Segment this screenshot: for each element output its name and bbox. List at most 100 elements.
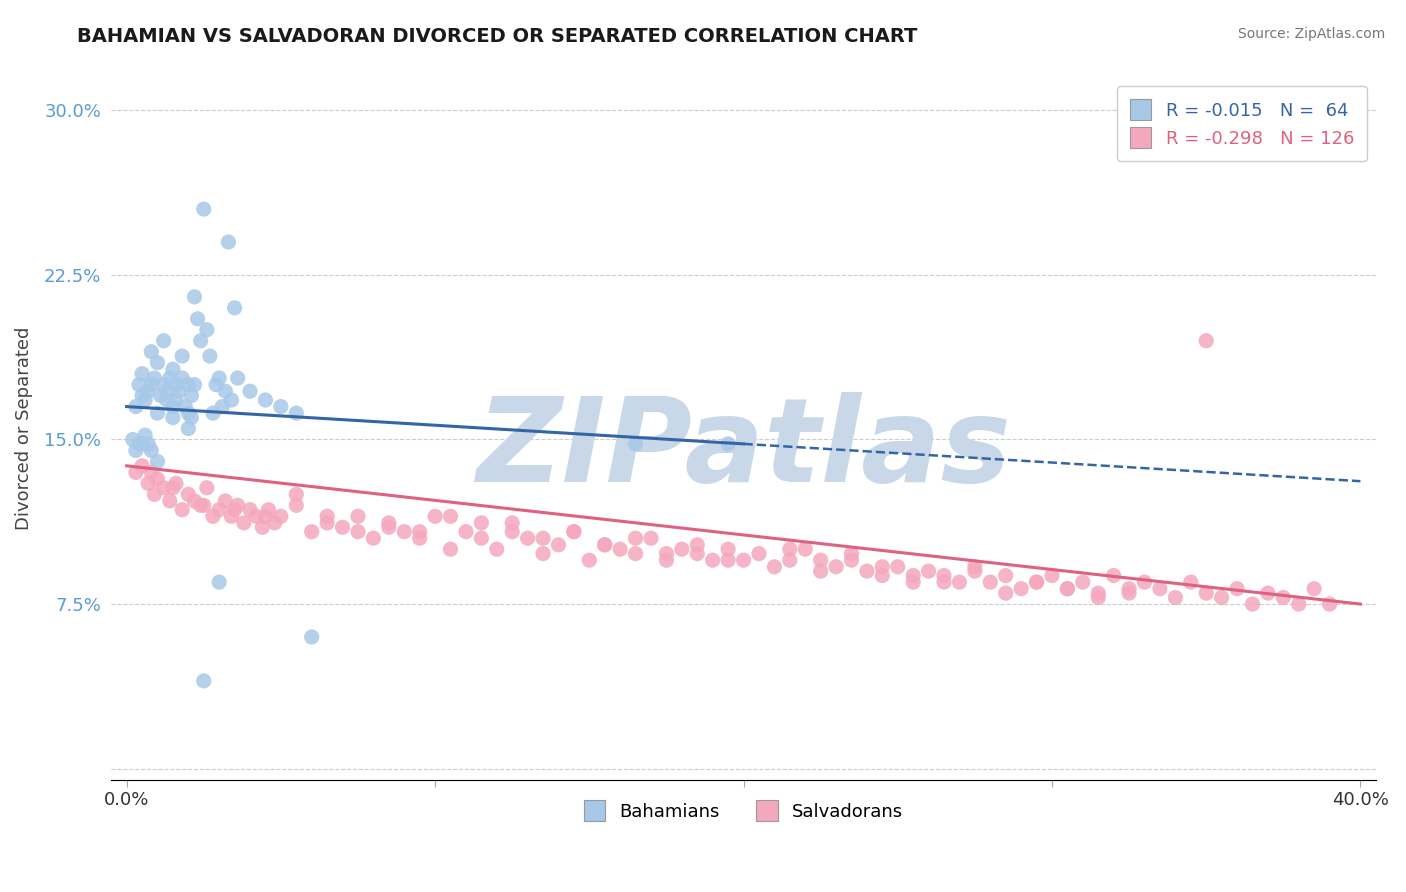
Point <box>454 524 477 539</box>
Point <box>1133 575 1156 590</box>
Point <box>394 524 416 539</box>
Point <box>301 524 323 539</box>
Point <box>152 377 174 392</box>
Point <box>131 367 153 381</box>
Point <box>270 509 292 524</box>
Point <box>128 437 150 451</box>
Point <box>332 520 354 534</box>
Point <box>1118 582 1140 596</box>
Point <box>624 531 647 545</box>
Point <box>1257 586 1279 600</box>
Point <box>810 553 832 567</box>
Point <box>198 349 221 363</box>
Point <box>1195 334 1218 348</box>
Point <box>301 630 323 644</box>
Point <box>285 406 308 420</box>
Point <box>841 547 863 561</box>
Point <box>165 392 187 407</box>
Point <box>152 481 174 495</box>
Point <box>1319 597 1341 611</box>
Point <box>156 384 179 399</box>
Point <box>347 524 370 539</box>
Point <box>655 553 678 567</box>
Point <box>841 553 863 567</box>
Point <box>856 564 879 578</box>
Point <box>1040 568 1063 582</box>
Point <box>205 377 228 392</box>
Point <box>177 421 200 435</box>
Point <box>239 384 262 399</box>
Point <box>165 377 187 392</box>
Point <box>516 531 538 545</box>
Point <box>717 553 740 567</box>
Point <box>131 458 153 473</box>
Point <box>717 437 740 451</box>
Point <box>146 406 169 420</box>
Point <box>917 564 939 578</box>
Point <box>195 323 218 337</box>
Point <box>257 502 280 516</box>
Point <box>183 494 205 508</box>
Point <box>439 542 461 557</box>
Point <box>485 542 508 557</box>
Point <box>378 520 401 534</box>
Point <box>221 509 243 524</box>
Point <box>994 568 1017 582</box>
Point <box>245 509 267 524</box>
Point <box>1241 597 1264 611</box>
Point <box>686 538 709 552</box>
Point <box>159 494 181 508</box>
Point <box>470 516 492 530</box>
Point <box>640 531 662 545</box>
Point <box>143 371 166 385</box>
Point <box>423 509 446 524</box>
Point <box>159 371 181 385</box>
Point <box>177 406 200 420</box>
Point <box>224 301 246 315</box>
Point <box>501 516 523 530</box>
Point <box>172 502 194 516</box>
Point <box>152 334 174 348</box>
Point <box>134 428 156 442</box>
Point <box>146 454 169 468</box>
Point <box>141 443 163 458</box>
Point <box>136 384 159 399</box>
Point <box>174 400 197 414</box>
Point <box>214 384 236 399</box>
Point <box>901 575 924 590</box>
Point <box>167 384 190 399</box>
Point <box>187 311 209 326</box>
Point <box>1164 591 1187 605</box>
Point <box>1102 568 1125 582</box>
Point <box>143 487 166 501</box>
Y-axis label: Divorced or Separated: Divorced or Separated <box>15 326 32 530</box>
Point <box>470 531 492 545</box>
Point <box>1087 591 1109 605</box>
Point <box>408 524 430 539</box>
Point <box>226 371 249 385</box>
Point <box>531 531 554 545</box>
Point <box>1226 582 1249 596</box>
Point <box>208 502 231 516</box>
Point <box>825 559 848 574</box>
Point <box>180 389 202 403</box>
Point <box>763 559 786 574</box>
Point <box>1272 591 1295 605</box>
Point <box>162 481 184 495</box>
Point <box>810 564 832 578</box>
Point <box>214 494 236 508</box>
Point <box>1149 582 1171 596</box>
Point <box>408 531 430 545</box>
Point <box>872 559 894 574</box>
Point <box>201 406 224 420</box>
Point <box>994 586 1017 600</box>
Point <box>316 516 339 530</box>
Point <box>1288 597 1310 611</box>
Point <box>162 400 184 414</box>
Point <box>1180 575 1202 590</box>
Point <box>125 400 148 414</box>
Point <box>252 520 274 534</box>
Point <box>1056 582 1078 596</box>
Point <box>963 564 986 578</box>
Point <box>254 392 277 407</box>
